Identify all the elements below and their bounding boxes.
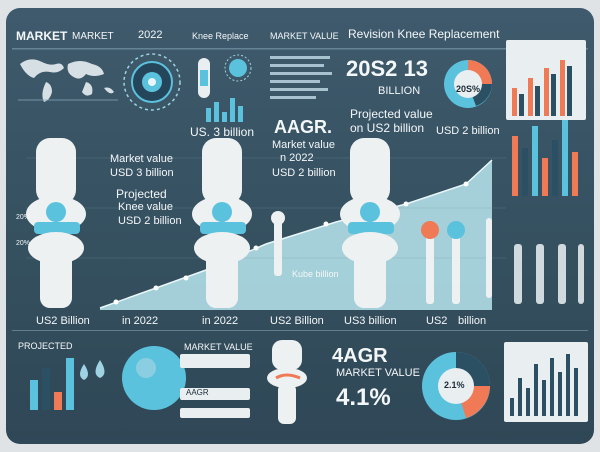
usd2billion-label: USD 2 billion [272,167,336,179]
bottom-label-a: US2 Billion [36,315,90,327]
bottom-label-c: in 2022 [202,315,239,327]
bar-chart-right [512,120,584,304]
header-market-2: MARKET [72,31,114,42]
usd-2-billion-right: USD 2 billion [436,125,500,137]
knee-footer-icon [267,340,307,424]
bottom-label-g: billion [458,315,487,327]
footer-projected: PROJECTED [18,341,73,351]
axis-bottom-label: 20% [16,240,31,247]
header-market: MARKET [16,29,68,43]
footer-agr-big: 4AGR [332,345,388,367]
middle-kube-billion: Kube billion [292,269,339,279]
footer-market-value: MARKET VALUE [184,342,253,352]
header-year: 2022 [138,29,163,41]
bottom-label-e: US3 billion [344,315,397,327]
header-right-title: Revision Knee Replacement [348,27,500,41]
bar-chart-top-right [506,40,586,120]
n2022-label: n 2022 [280,152,314,164]
billion-label: BILLION [378,85,421,97]
knee-implant-2 [192,138,252,308]
footer-bar-chart-right [504,342,588,422]
knee-implant-3 [340,138,400,308]
implant-tube-icon [198,58,210,98]
projected-value-label: Projected value [350,107,433,121]
implant-rods [271,211,492,304]
world-map-icon [18,59,118,102]
footer-market-value-2: MARKET VALUE [336,367,420,379]
footer-aagr: AAGR [186,388,209,397]
footer-bar-chart-left [30,358,74,410]
bottom-label-d: US2 Billion [270,315,324,327]
middle-market-value: Market value [110,153,173,165]
knee-implant-1 [26,138,86,308]
on-usd2-billion-label: on US2 billion [350,121,425,135]
middle-usd2: USD 2 billion [118,215,182,227]
target-ring-icon [123,53,181,111]
trend-points [113,181,469,305]
mini-bar-chart-1 [206,98,243,122]
footer-percent: 4.1% [336,384,391,411]
usd-3-billion-label: US. 3 billion [190,125,255,139]
header-market-value: MARKET VALUE [270,31,339,41]
blue-sphere-icon [122,346,186,410]
axis-top-label: 20% [16,214,31,221]
donut-percent-label: 2.1% [444,380,465,390]
market-value-line: Market value [272,139,335,151]
big-number-label: 20S2 13 [346,56,428,81]
aagr-label: AAGR. [274,117,332,137]
pie-percent-label: 20S% [456,84,481,94]
area-chart-middle [99,159,493,310]
middle-usd3: USD 3 billion [110,167,174,179]
header-knee-replace: Knee Replace [192,31,249,41]
infographic-board: MARKET MARKET 2022 Knee Replace MARKET V… [6,8,594,444]
text-lines-block [270,56,332,99]
droplet-icons [80,360,105,380]
middle-projected: Projected [116,187,167,201]
bottom-label-b: in 2022 [122,315,159,327]
pie-chart-top [444,60,492,108]
bottom-label-f: US2 [426,315,448,327]
middle-knee-value: Knee value [118,201,174,213]
cell-icon [224,54,252,82]
infographic-graphics [12,40,588,424]
donut-chart-footer [422,352,490,420]
